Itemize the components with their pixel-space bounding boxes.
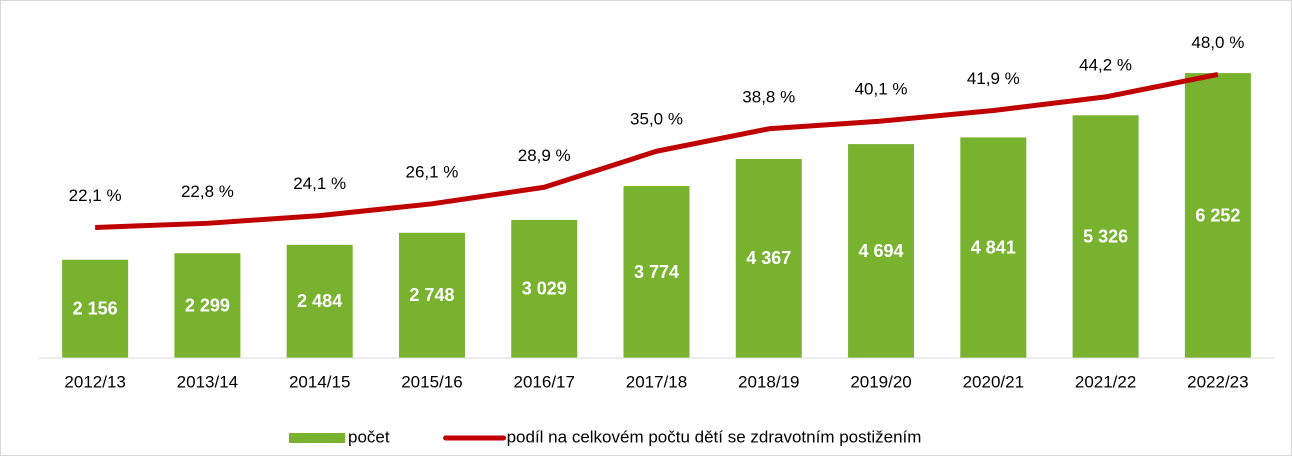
legend-swatch bbox=[289, 433, 345, 443]
x-tick-label: 2016/17 bbox=[514, 372, 575, 391]
bar-value-label: 4 841 bbox=[971, 237, 1016, 257]
line-value-label: 26,1 % bbox=[405, 162, 458, 181]
bar bbox=[1184, 73, 1251, 358]
x-tick-label: 2017/18 bbox=[626, 372, 687, 391]
bar-value-label: 2 156 bbox=[73, 299, 118, 319]
bar-value-label: 3 774 bbox=[634, 262, 679, 282]
line-value-label: 44,2 % bbox=[1079, 55, 1132, 74]
x-tick-label: 2020/21 bbox=[963, 372, 1024, 391]
bar bbox=[62, 259, 129, 358]
bar bbox=[848, 144, 915, 358]
x-tick-label: 2022/23 bbox=[1187, 372, 1248, 391]
bar bbox=[286, 244, 353, 358]
x-tick-label: 2014/15 bbox=[289, 372, 350, 391]
line-value-label: 40,1 % bbox=[855, 80, 908, 99]
line-value-label: 41,9 % bbox=[967, 69, 1020, 88]
x-tick-label: 2018/19 bbox=[738, 372, 799, 391]
bar-value-label: 4 694 bbox=[859, 241, 904, 261]
bar bbox=[174, 253, 241, 358]
x-tick-label: 2012/13 bbox=[64, 372, 125, 391]
line-value-label: 35,0 % bbox=[630, 110, 683, 129]
x-tick-label: 2019/20 bbox=[850, 372, 911, 391]
bar bbox=[1072, 115, 1139, 359]
line-value-label: 48,0 % bbox=[1191, 33, 1244, 52]
line-value-label: 24,1 % bbox=[293, 174, 346, 193]
bar-value-label: 4 367 bbox=[746, 248, 791, 268]
x-tick-label: 2015/16 bbox=[401, 372, 462, 391]
line bbox=[95, 71, 1219, 230]
bar-value-label: 5 326 bbox=[1083, 226, 1128, 246]
bar-value-label: 2 299 bbox=[185, 295, 230, 315]
bar-value-label: 3 029 bbox=[522, 279, 567, 299]
bar bbox=[623, 186, 690, 358]
bar-value-label: 6 252 bbox=[1195, 205, 1240, 225]
line-value-label: 28,9 % bbox=[518, 146, 571, 165]
bar-value-label: 2 484 bbox=[297, 291, 342, 311]
bar bbox=[398, 232, 465, 358]
x-tick-label: 2013/14 bbox=[177, 372, 238, 391]
bar-value-label: 2 748 bbox=[409, 285, 454, 305]
legend-label: počet bbox=[348, 427, 390, 446]
legend-label: podíl na celkovém počtu dětí se zdravotn… bbox=[507, 427, 922, 446]
bar bbox=[735, 158, 802, 358]
bar bbox=[511, 219, 578, 358]
line-value-label: 22,8 % bbox=[181, 182, 234, 201]
bar bbox=[960, 137, 1027, 358]
line-value-label: 22,1 % bbox=[69, 186, 122, 205]
line-value-label: 38,8 % bbox=[742, 87, 795, 106]
x-tick-label: 2021/22 bbox=[1075, 372, 1136, 391]
